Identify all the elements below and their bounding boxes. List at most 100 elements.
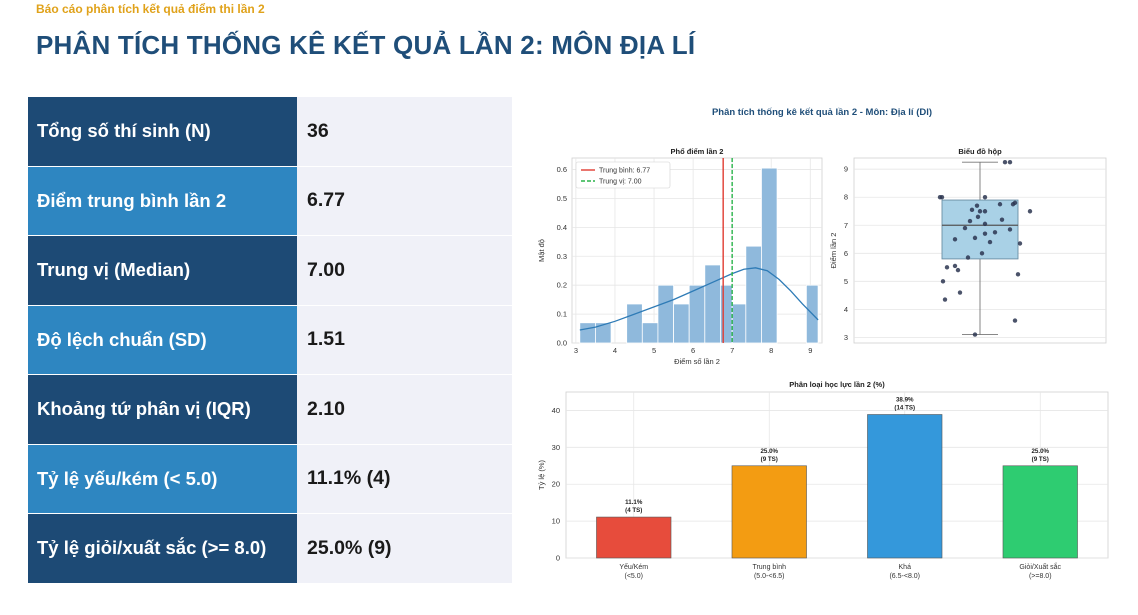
analysis-figure: Phân tích thống kê kết quả lần 2 - Môn: … xyxy=(520,96,1132,586)
box-data-point xyxy=(952,237,958,242)
hist-bar xyxy=(761,167,778,344)
box-ytick-label: 4 xyxy=(844,305,848,314)
box-data-point xyxy=(975,214,981,220)
hist-xlabel: Điểm số lần 2 xyxy=(674,357,720,366)
box-data-point xyxy=(962,225,968,231)
box-data-point xyxy=(940,279,946,284)
box-data-point xyxy=(937,195,943,200)
report-eyebrow: Báo cáo phân tích kết quả điểm thi lần 2 xyxy=(36,2,265,16)
stat-value: 11.1% (4) xyxy=(297,444,512,514)
cat-title: Phân loại học lực lần 2 (%) xyxy=(789,380,885,389)
box-ytick-label: 9 xyxy=(844,165,848,174)
cat-xtick-label: Khá xyxy=(899,564,912,571)
hist-xtick-label: 3 xyxy=(574,346,578,355)
cat-ytick-label: 0 xyxy=(556,554,560,563)
stat-value: 25.0% (9) xyxy=(297,514,512,584)
hist-title: Phổ điểm lần 2 xyxy=(671,147,724,156)
box-data-point xyxy=(1027,209,1033,214)
box-data-point xyxy=(955,267,961,273)
hist-xtick-label: 8 xyxy=(769,346,773,355)
cat-bar-count-label: (14 TS) xyxy=(894,405,915,412)
hist-legend-median-label: Trung vị: 7.00 xyxy=(599,179,642,186)
stat-row: Độ lệch chuẩn (SD) 1.51 xyxy=(28,305,512,375)
cat-xtick-sublabel: (5.0-<6.5) xyxy=(754,573,785,580)
box-data-point xyxy=(1012,318,1018,323)
page-title: PHÂN TÍCH THỐNG KÊ KẾT QUẢ LẦN 2: MÔN ĐỊ… xyxy=(36,30,696,60)
cat-ytick-label: 10 xyxy=(552,517,560,526)
stat-value: 2.10 xyxy=(297,375,512,445)
hist-ytick-label: 0.0 xyxy=(557,339,567,348)
cat-xtick-sublabel: (>=8.0) xyxy=(1029,573,1052,580)
box-data-point xyxy=(1007,160,1013,165)
stats-table: Tổng số thí sinh (N) 36 Điểm trung bình l… xyxy=(28,97,512,584)
box-ytick-label: 3 xyxy=(844,333,848,342)
hist-bar xyxy=(688,284,706,344)
stat-label: Trung vị (Median) xyxy=(28,236,297,306)
cat-xtick-sublabel: (6.5-<8.0) xyxy=(889,573,920,580)
box-data-point xyxy=(987,239,993,245)
hist-bar xyxy=(673,303,690,344)
box-data-point xyxy=(992,230,998,235)
box-ytick-label: 8 xyxy=(844,193,848,202)
box-ylabel: Điểm lần 2 xyxy=(829,233,838,269)
stat-label: Tỷ lệ yếu/kém (< 5.0) xyxy=(28,444,297,514)
box-title: Biểu đồ hộp xyxy=(958,147,1002,156)
cat-bar-pct-label: 25.0% xyxy=(760,448,778,455)
hist-bar xyxy=(641,322,659,344)
box-data-point xyxy=(942,297,948,302)
hist-ylabel: Mật độ xyxy=(537,239,546,262)
cat-bar xyxy=(1002,465,1078,559)
cat-bar xyxy=(867,414,943,559)
hist-kde-line xyxy=(579,267,819,331)
box-data-point xyxy=(997,202,1003,207)
hist-legend-mean-label: Trung bình: 6.77 xyxy=(599,168,650,175)
box-data-point xyxy=(972,332,978,337)
figure-svg: Phân tích thống kê kết quả lần 2 - Môn: … xyxy=(537,107,1109,580)
box-data-point xyxy=(965,255,971,260)
stat-row: Khoảng tứ phân vị (IQR) 2.10 xyxy=(28,375,512,445)
box-data-point xyxy=(1007,227,1013,232)
hist-bar xyxy=(731,303,747,344)
cat-xtick-label: Giỏi/Xuất sắc xyxy=(1019,562,1061,571)
stat-label: Tỷ lệ giỏi/xuất sắc (>= 8.0) xyxy=(28,514,297,584)
box-ytick-label: 6 xyxy=(844,249,848,258)
box-data-point xyxy=(1002,160,1008,165)
stat-row: Trung vị (Median) 7.00 xyxy=(28,236,512,306)
cat-bar-count-label: (9 TS) xyxy=(1032,456,1049,463)
stat-value: 7.00 xyxy=(297,236,512,306)
hist-ytick-label: 0.6 xyxy=(557,165,567,174)
cat-bar-pct-label: 25.0% xyxy=(1031,448,1049,455)
cat-bar-count-label: (4 TS) xyxy=(625,507,642,514)
stat-value: 36 xyxy=(297,97,512,167)
box-iqr-rect xyxy=(941,199,1019,260)
figure-suptitle: Phân tích thống kê kết quả lần 2 - Môn: … xyxy=(712,107,932,118)
box-ytick-label: 7 xyxy=(844,221,848,230)
hist-xtick-label: 4 xyxy=(613,346,617,355)
hist-legend-box xyxy=(575,161,671,189)
box-data-point xyxy=(977,209,983,214)
cat-bar-pct-label: 38.9% xyxy=(896,397,914,404)
cat-ytick-label: 40 xyxy=(552,406,560,415)
box-data-point xyxy=(957,290,963,295)
box-data-point xyxy=(982,209,988,214)
box-data-point xyxy=(982,195,988,200)
hist-ytick-label: 0.4 xyxy=(557,223,567,232)
hist-ytick-label: 0.1 xyxy=(557,310,567,319)
hist-xtick-label: 9 xyxy=(808,346,812,355)
hist-ytick-label: 0.3 xyxy=(557,252,567,261)
hist-ytick-label: 0.2 xyxy=(557,281,567,290)
hist-bar xyxy=(595,322,612,344)
stat-label: Độ lệch chuẩn (SD) xyxy=(28,305,297,375)
box-data-point xyxy=(969,207,975,213)
cat-xtick-label: Yếu/Kém xyxy=(619,562,648,571)
box-data-point xyxy=(952,263,958,269)
stat-label: Khoảng tứ phân vị (IQR) xyxy=(28,375,297,445)
box-data-point xyxy=(999,217,1005,222)
box-data-point xyxy=(982,231,988,236)
stat-label: Tổng số thí sinh (N) xyxy=(28,97,297,167)
hist-bar xyxy=(704,264,721,344)
cat-bar xyxy=(596,516,672,559)
stat-label: Điểm trung bình lần 2 xyxy=(28,166,297,236)
box-data-point xyxy=(967,218,973,224)
hist-bar xyxy=(745,245,762,344)
